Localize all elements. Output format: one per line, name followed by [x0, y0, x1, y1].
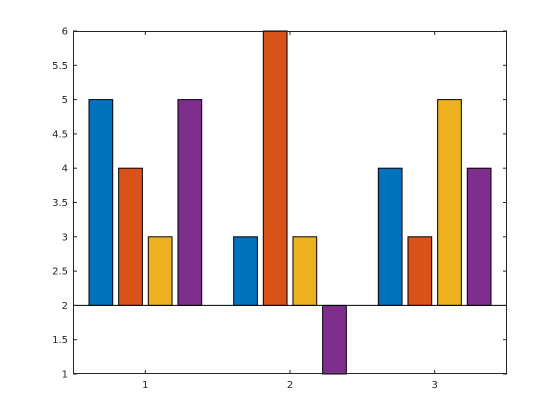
bar-series-1-category-1 [88, 99, 114, 306]
y-tick-label: 2 [62, 301, 68, 312]
y-tick-label: 5.5 [52, 61, 68, 72]
bar-series-2-category-1 [118, 167, 143, 306]
y-tick-label: 4 [62, 164, 68, 175]
bar-series-1-category-2 [233, 236, 258, 306]
y-tick-label: 1.5 [52, 335, 68, 346]
y-tick-label: 3.5 [52, 198, 68, 209]
x-tick-label: 1 [142, 380, 148, 391]
x-tick-label: 2 [287, 380, 293, 391]
plot-area [73, 31, 507, 374]
y-tick-label: 6 [62, 27, 68, 38]
y-tick-label: 3 [62, 232, 68, 243]
bars-group [88, 30, 492, 375]
bar-series-4-category-1 [177, 99, 203, 306]
bar-series-4-category-2 [322, 304, 347, 375]
x-tick-label: 3 [431, 380, 437, 391]
y-ticks-group: 1 1.5 2 2.5 3 3.5 4 4.5 5 5.5 6 [52, 27, 507, 381]
bar-series-2-category-2 [262, 30, 288, 306]
bar-series-3-category-1 [147, 236, 173, 306]
x-ticks-group: 1 2 3 [142, 31, 438, 391]
y-tick-label: 5 [62, 95, 68, 106]
bar-series-3-category-3 [437, 99, 462, 306]
y-tick-label: 1 [62, 370, 68, 381]
bar-series-4-category-3 [466, 167, 492, 306]
y-tick-label: 4.5 [52, 129, 68, 140]
bar-series-3-category-2 [292, 236, 318, 306]
bar-series-1-category-3 [377, 167, 403, 306]
y-tick-label: 2.5 [52, 267, 68, 278]
bar-series-2-category-3 [407, 236, 433, 306]
